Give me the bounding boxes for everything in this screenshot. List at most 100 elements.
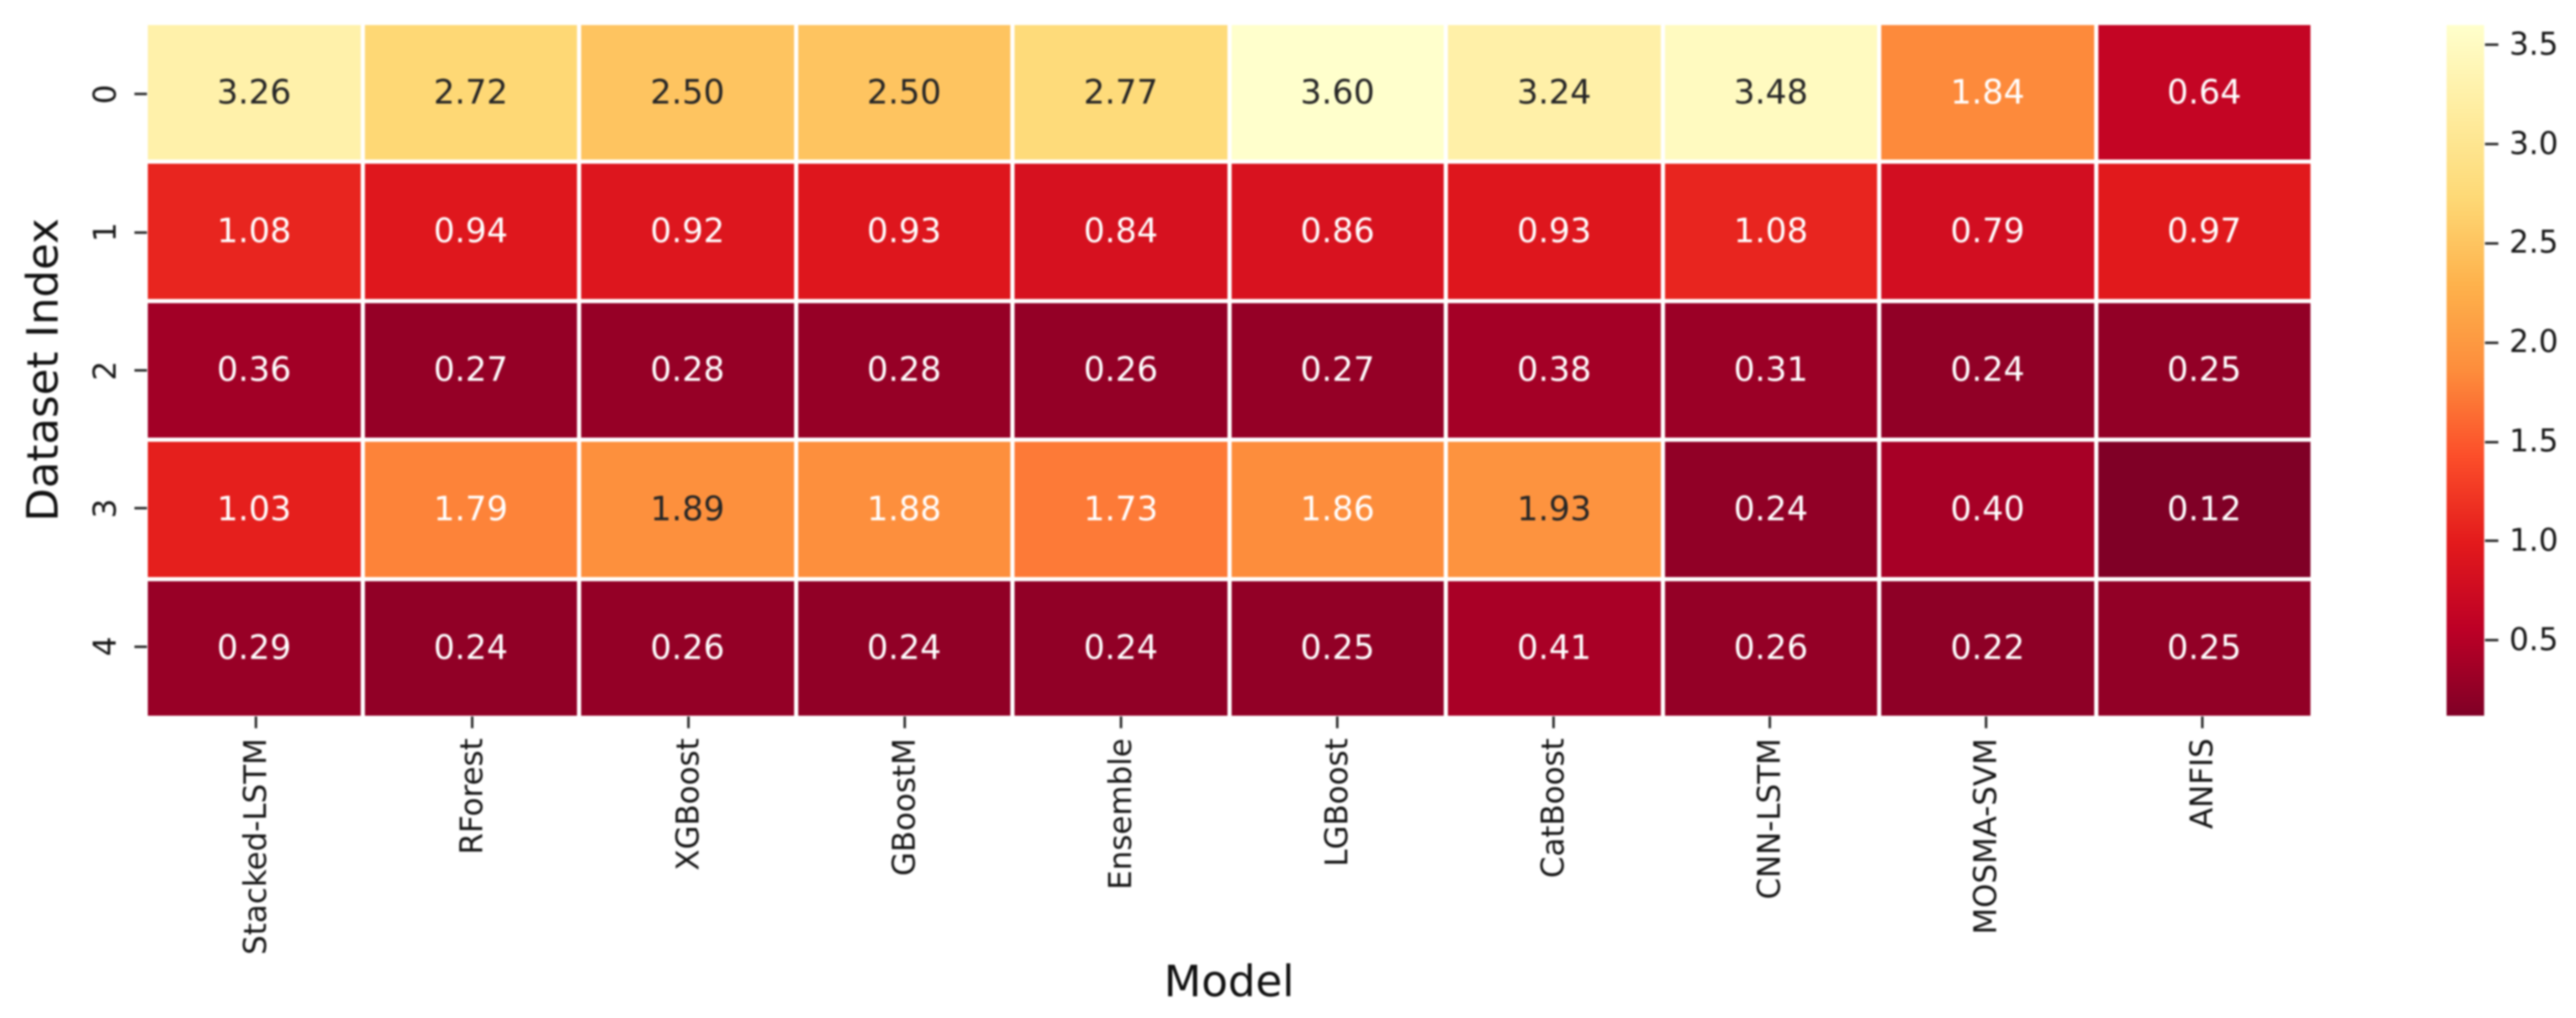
heatmap-cell: 0.93: [1448, 164, 1661, 299]
colorbar-tick-mark: [2485, 143, 2498, 146]
cell-annotation: 1.93: [1516, 489, 1592, 529]
cell-annotation: 0.22: [1950, 629, 2025, 668]
colorbar-tick-mark: [2485, 539, 2498, 543]
heatmap-cell: 0.86: [1231, 164, 1444, 299]
cell-annotation: 3.48: [1733, 73, 1809, 112]
heatmap-cell: 0.25: [1231, 580, 1444, 716]
cell-annotation: 0.12: [2167, 489, 2242, 529]
cell-annotation: 0.24: [867, 629, 942, 668]
cell-annotation: 0.24: [1733, 489, 1809, 529]
cell-annotation: 2.77: [1083, 73, 1158, 112]
heatmap-cell: 0.24: [1881, 302, 2094, 438]
cell-annotation: 0.86: [1300, 212, 1375, 251]
cell-annotation: 0.28: [650, 351, 725, 390]
heatmap-cell: 0.26: [581, 580, 794, 716]
x-tick-label: ANFIS: [2184, 738, 2220, 829]
cell-annotation: 0.93: [1516, 212, 1592, 251]
heatmap-cell: 2.77: [1015, 25, 1227, 160]
cell-annotation: 0.36: [216, 351, 291, 390]
heatmap-cell: 0.27: [1231, 302, 1444, 438]
heatmap-cell: 2.50: [797, 25, 1010, 160]
heatmap-cell: 0.64: [2098, 25, 2310, 160]
heatmap-cell: 0.40: [1881, 442, 2094, 577]
heatmap-cell: 1.89: [581, 442, 794, 577]
heatmap-cell: 0.24: [1015, 580, 1227, 716]
cell-annotation: 0.79: [1950, 212, 2025, 251]
heatmap-cell: 0.36: [148, 302, 361, 438]
heatmap-cell: 3.60: [1231, 25, 1444, 160]
cell-annotation: 0.25: [1300, 629, 1375, 668]
cell-annotation: 0.29: [216, 629, 291, 668]
cell-annotation: 0.25: [2167, 351, 2242, 390]
cell-annotation: 0.24: [1950, 351, 2025, 390]
colorbar-tick-mark: [2485, 440, 2498, 443]
x-axis-title: Model: [1163, 957, 1295, 1007]
colorbar-tick-mark: [2485, 341, 2498, 344]
cell-annotation: 3.26: [216, 73, 291, 112]
heatmap-cell: 0.27: [364, 302, 577, 438]
y-tick-label: 4: [87, 636, 124, 657]
cell-annotation: 0.84: [1083, 212, 1158, 251]
heatmap-cell: 1.93: [1448, 442, 1661, 577]
x-tick-mark: [1336, 717, 1339, 728]
y-tick-label: 0: [87, 84, 124, 104]
heatmap-cell: 0.29: [148, 580, 361, 716]
x-tick-mark: [1120, 717, 1122, 728]
cell-annotation: 0.97: [2167, 212, 2242, 251]
cell-annotation: 1.86: [1300, 489, 1375, 529]
heatmap-cell: 0.94: [364, 164, 577, 299]
y-tick-mark: [134, 369, 147, 372]
cell-annotation: 0.25: [2167, 629, 2242, 668]
heatmap-cell: 0.28: [581, 302, 794, 438]
x-tick-mark: [1985, 717, 1987, 728]
x-tick-label: CatBoost: [1535, 738, 1571, 879]
x-tick-mark: [2201, 717, 2204, 728]
heatmap-cell: 0.25: [2098, 580, 2310, 716]
heatmap-cell: 0.26: [1664, 580, 1877, 716]
heatmap-cell: 0.31: [1664, 302, 1877, 438]
heatmap-cell: 1.84: [1881, 25, 2094, 160]
heatmap-cell: 0.24: [364, 580, 577, 716]
x-tick-mark: [1552, 717, 1555, 728]
cell-annotation: 0.40: [1950, 489, 2025, 529]
cell-annotation: 0.26: [1083, 351, 1158, 390]
cell-annotation: 1.84: [1950, 73, 2025, 112]
cell-annotation: 0.93: [867, 212, 942, 251]
x-tick-label: GBoostM: [886, 738, 923, 877]
heatmap-cell: 0.38: [1448, 302, 1661, 438]
heatmap-cell: 3.24: [1448, 25, 1661, 160]
cell-annotation: 0.92: [650, 212, 725, 251]
heatmap-cell: 0.92: [581, 164, 794, 299]
heatmap-cell: 1.86: [1231, 442, 1444, 577]
cell-annotation: 3.60: [1300, 73, 1375, 112]
y-tick-label: 3: [87, 499, 124, 519]
x-tick-label: Stacked-LSTM: [237, 738, 274, 955]
heatmap-cell: 0.84: [1015, 164, 1227, 299]
cell-annotation: 2.50: [650, 73, 725, 112]
cell-annotation: 0.24: [433, 629, 509, 668]
x-tick-label: MOSMA-SVM: [1967, 738, 2004, 935]
cell-annotation: 0.38: [1516, 351, 1592, 390]
cell-annotation: 0.64: [2167, 73, 2242, 112]
heatmap-cell: 0.12: [2098, 442, 2310, 577]
heatmap-cell: 1.88: [797, 442, 1010, 577]
colorbar-tick-label: 2.0: [2509, 323, 2558, 360]
cell-annotation: 2.50: [867, 73, 942, 112]
heatmap-cell: 0.97: [2098, 164, 2310, 299]
heatmap-cell: 1.08: [1664, 164, 1877, 299]
heatmap-cell: 1.03: [148, 442, 361, 577]
heatmap-cell: 2.72: [364, 25, 577, 160]
heatmap-cell: 0.22: [1881, 580, 2094, 716]
cell-annotation: 1.03: [216, 489, 291, 529]
cell-annotation: 0.27: [1300, 351, 1375, 390]
colorbar-tick-mark: [2485, 639, 2498, 642]
cell-annotation: 1.08: [1733, 212, 1809, 251]
y-tick-mark: [134, 507, 147, 510]
heatmap-cell: 3.48: [1664, 25, 1877, 160]
colorbar-tick-label: 2.5: [2509, 225, 2558, 261]
cell-annotation: 0.31: [1733, 351, 1809, 390]
colorbar-tick-mark: [2485, 241, 2498, 245]
colorbar-tick-mark: [2485, 43, 2498, 47]
y-tick-mark: [134, 645, 147, 648]
heatmap-cell: 0.93: [797, 164, 1010, 299]
